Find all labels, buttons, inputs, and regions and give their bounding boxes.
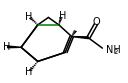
Text: H: H — [59, 11, 66, 21]
Text: 2: 2 — [113, 49, 118, 55]
Polygon shape — [8, 46, 21, 48]
Text: H: H — [25, 12, 33, 22]
Text: H: H — [3, 42, 10, 52]
Text: H: H — [25, 67, 33, 77]
Polygon shape — [72, 37, 88, 39]
Text: NH: NH — [106, 45, 120, 55]
Text: O: O — [93, 17, 100, 27]
